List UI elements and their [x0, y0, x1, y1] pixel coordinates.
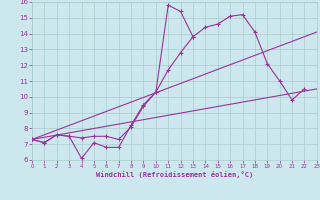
X-axis label: Windchill (Refroidissement éolien,°C): Windchill (Refroidissement éolien,°C) — [96, 171, 253, 178]
